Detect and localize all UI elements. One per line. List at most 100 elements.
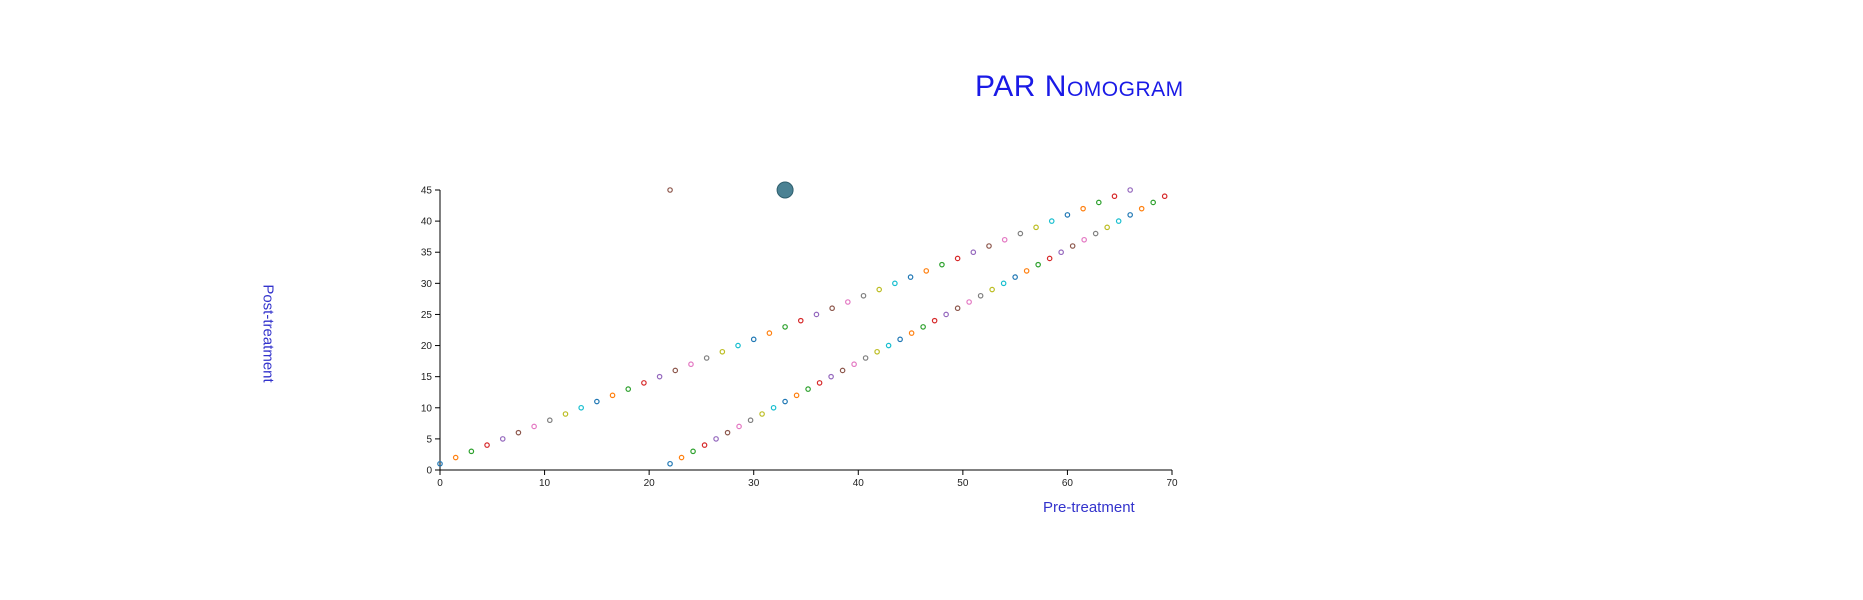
data-point: [828, 373, 834, 380]
x-tick-label: 30: [748, 478, 760, 489]
data-point: [766, 330, 773, 336]
data-point: [931, 317, 938, 324]
data-point: [499, 436, 506, 442]
data-point: [1096, 199, 1102, 206]
data-point: [1048, 218, 1055, 224]
data-point: [874, 348, 880, 355]
data-point: [977, 292, 984, 299]
data-point: [701, 442, 708, 448]
data-point: [805, 386, 811, 392]
data-point: [735, 342, 741, 349]
data-point: [782, 398, 788, 405]
data-point: [1111, 193, 1118, 200]
y-tick-label: 0: [426, 466, 432, 477]
data-point: [690, 448, 696, 455]
data-point: [923, 268, 930, 274]
data-point: [1069, 243, 1076, 249]
data-point: [1035, 261, 1041, 268]
data-point: [943, 311, 949, 318]
data-point: [1127, 187, 1133, 193]
data-point: [1001, 236, 1008, 243]
x-tick-label: 50: [957, 478, 969, 489]
data-point: [719, 348, 726, 355]
data-point: [885, 342, 892, 349]
data-point: [484, 442, 490, 448]
data-point: [908, 330, 915, 336]
x-tick-label: 40: [853, 478, 865, 489]
data-point: [625, 386, 632, 392]
data-point: [1104, 224, 1110, 231]
data-point: [437, 460, 443, 467]
data-point: [1023, 268, 1030, 274]
data-point: [782, 324, 788, 330]
data-point: [1033, 224, 1039, 231]
y-tick-label: 15: [421, 372, 433, 383]
data-point: [845, 299, 851, 305]
data-point: [862, 355, 869, 361]
data-point: [1092, 230, 1099, 237]
data-point: [1058, 249, 1064, 256]
data-point: [724, 429, 731, 436]
data-point: [989, 286, 995, 293]
data-point: [736, 423, 742, 430]
data-point: [797, 317, 804, 324]
data-point: [452, 454, 459, 461]
y-tick-label: 35: [421, 248, 433, 259]
data-point: [531, 423, 537, 430]
data-point: [1080, 205, 1086, 212]
x-tick-label: 0: [437, 478, 443, 489]
data-point: [562, 411, 569, 417]
x-axis-label: Pre-treatment: [1043, 499, 1135, 516]
data-point: [468, 448, 475, 455]
data-point: [920, 324, 926, 330]
data-point: [1017, 230, 1024, 237]
data-point: [829, 305, 835, 312]
y-tick-label: 40: [421, 217, 433, 228]
data-point: [1161, 193, 1168, 200]
data-point: [594, 398, 600, 405]
highlight-marker: [776, 181, 794, 199]
chart-title: PAR Nomogram: [975, 70, 1184, 103]
data-point: [641, 380, 647, 386]
data-point: [839, 367, 846, 374]
y-tick-label: 30: [421, 279, 433, 290]
data-point: [747, 417, 754, 424]
data-point: [954, 255, 961, 262]
data-point: [578, 404, 584, 411]
y-tick-label: 10: [421, 403, 433, 414]
y-tick-label: 45: [421, 186, 433, 197]
data-point: [1012, 274, 1018, 280]
data-point: [713, 436, 719, 442]
data-point: [851, 361, 857, 368]
data-point: [1115, 218, 1122, 224]
data-point: [1150, 199, 1156, 206]
x-tick-label: 10: [539, 478, 551, 489]
data-point: [860, 292, 867, 299]
data-point: [793, 392, 800, 399]
x-tick-label: 60: [1062, 478, 1074, 489]
data-point: [770, 404, 777, 411]
data-point: [750, 336, 757, 343]
data-point: [609, 392, 616, 399]
data-point: [759, 411, 765, 417]
data-point: [970, 249, 977, 256]
data-point: [1127, 212, 1133, 218]
data-point: [515, 429, 522, 436]
data-point: [672, 367, 679, 374]
y-tick-label: 20: [421, 341, 433, 352]
data-point: [939, 261, 945, 268]
data-point: [876, 286, 883, 293]
data-point: [667, 187, 673, 193]
data-point: [1138, 205, 1145, 212]
data-point: [546, 417, 553, 424]
x-tick-label: 20: [644, 478, 656, 489]
data-point: [816, 380, 823, 386]
data-point: [986, 243, 992, 249]
data-point: [667, 460, 673, 467]
data-point: [1064, 212, 1071, 218]
data-point: [656, 373, 663, 380]
data-point: [907, 274, 914, 280]
data-point: [688, 361, 694, 368]
data-point: [1046, 255, 1053, 262]
